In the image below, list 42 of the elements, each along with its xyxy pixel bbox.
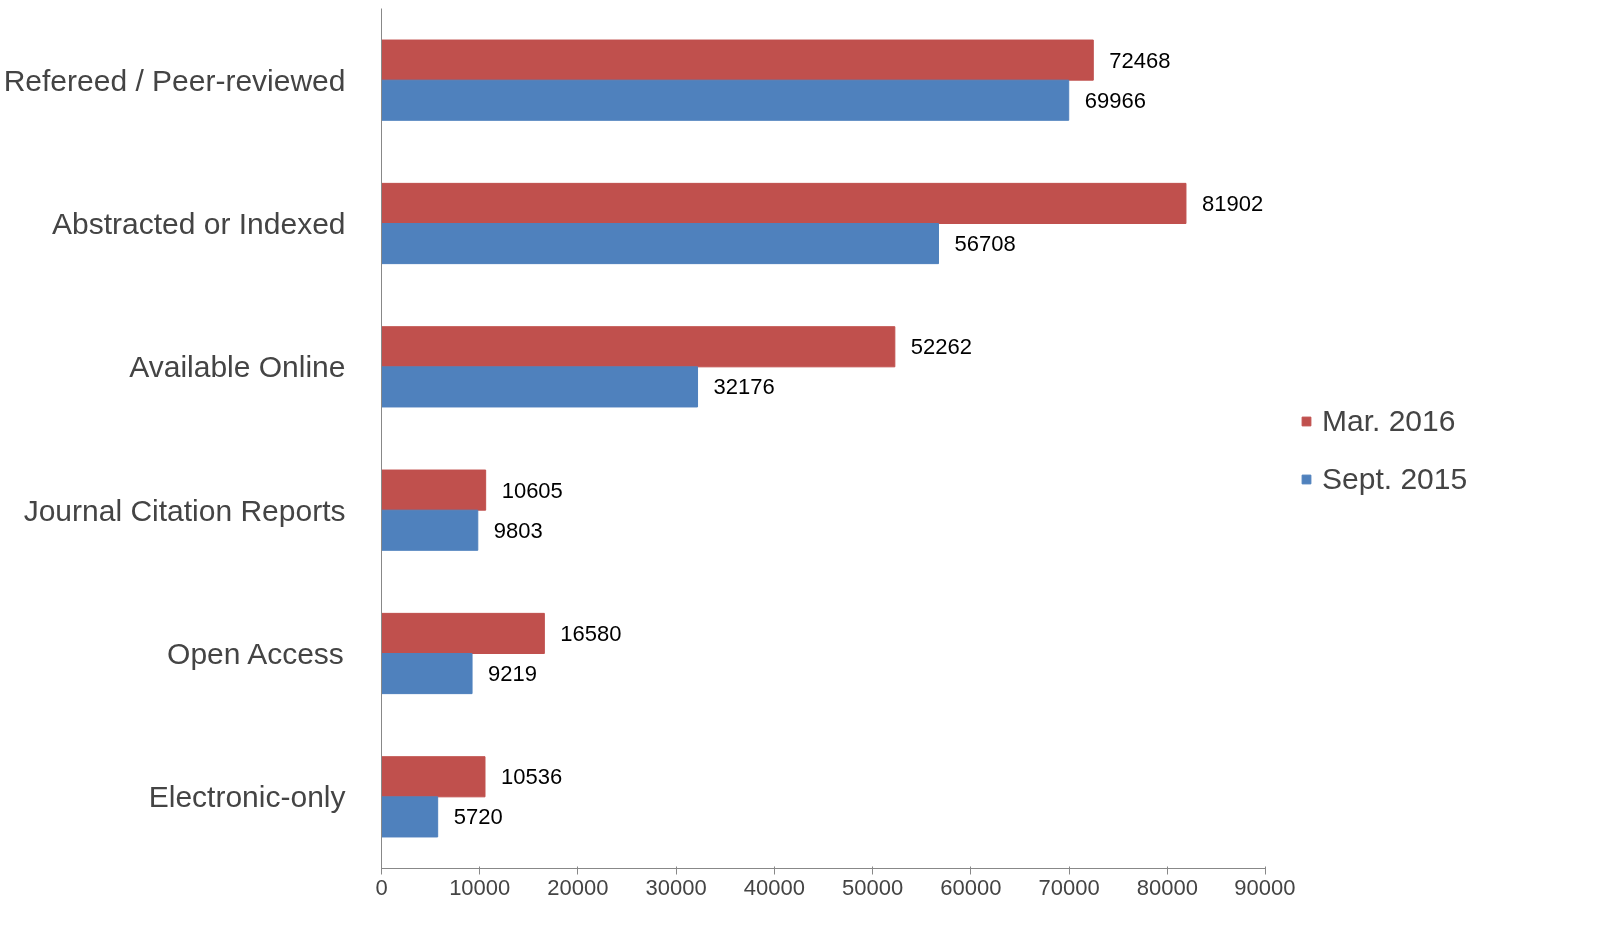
data-label: 69966 <box>1084 87 1146 113</box>
bar <box>381 469 487 511</box>
bar <box>381 756 486 798</box>
data-label: 56708 <box>954 231 1016 257</box>
x-tick-label: 0 <box>375 874 388 900</box>
bar <box>381 182 1187 224</box>
y-tick-label: Abstracted or Indexed <box>51 207 346 240</box>
x-tick-label: 20000 <box>547 874 609 900</box>
x-tick-label: 40000 <box>743 874 805 900</box>
data-label: 16580 <box>560 620 622 646</box>
x-tick-label: 70000 <box>1038 874 1100 900</box>
bar <box>381 796 439 838</box>
data-label: 10605 <box>501 477 563 503</box>
y-tick-label: Available Online <box>129 350 346 384</box>
x-tick-label: 50000 <box>842 874 904 900</box>
bar <box>381 39 1094 81</box>
bar <box>381 79 1070 121</box>
data-label: 52262 <box>910 334 973 360</box>
data-label: 9803 <box>493 517 543 543</box>
y-tick-label: Electronic-only <box>148 780 346 814</box>
y-tick-label: Journal Citation Reports <box>23 493 346 527</box>
x-tick-label: 30000 <box>645 874 707 900</box>
data-label: 5720 <box>453 804 503 830</box>
x-tick-label: 60000 <box>940 874 1002 900</box>
bar <box>381 612 545 654</box>
data-label: 10536 <box>500 764 563 790</box>
bar <box>381 653 473 695</box>
legend-label: Sept. 2015 <box>1322 461 1468 496</box>
bar <box>381 366 699 408</box>
x-tick-label: 10000 <box>449 874 511 900</box>
data-label: 9219 <box>488 661 537 687</box>
data-label: 72468 <box>1109 47 1171 73</box>
legend-label: Mar. 2016 <box>1322 403 1456 438</box>
x-tick-label: 90000 <box>1234 874 1296 900</box>
data-label: 32176 <box>713 374 775 400</box>
bar <box>381 509 479 551</box>
bar <box>381 223 939 265</box>
x-tick-label: 80000 <box>1136 874 1198 900</box>
data-label: 81902 <box>1201 190 1264 216</box>
bar <box>381 326 896 368</box>
y-tick-label: Refereed / Peer-reviewed <box>3 63 346 97</box>
y-tick-label: Open Access <box>167 637 344 670</box>
